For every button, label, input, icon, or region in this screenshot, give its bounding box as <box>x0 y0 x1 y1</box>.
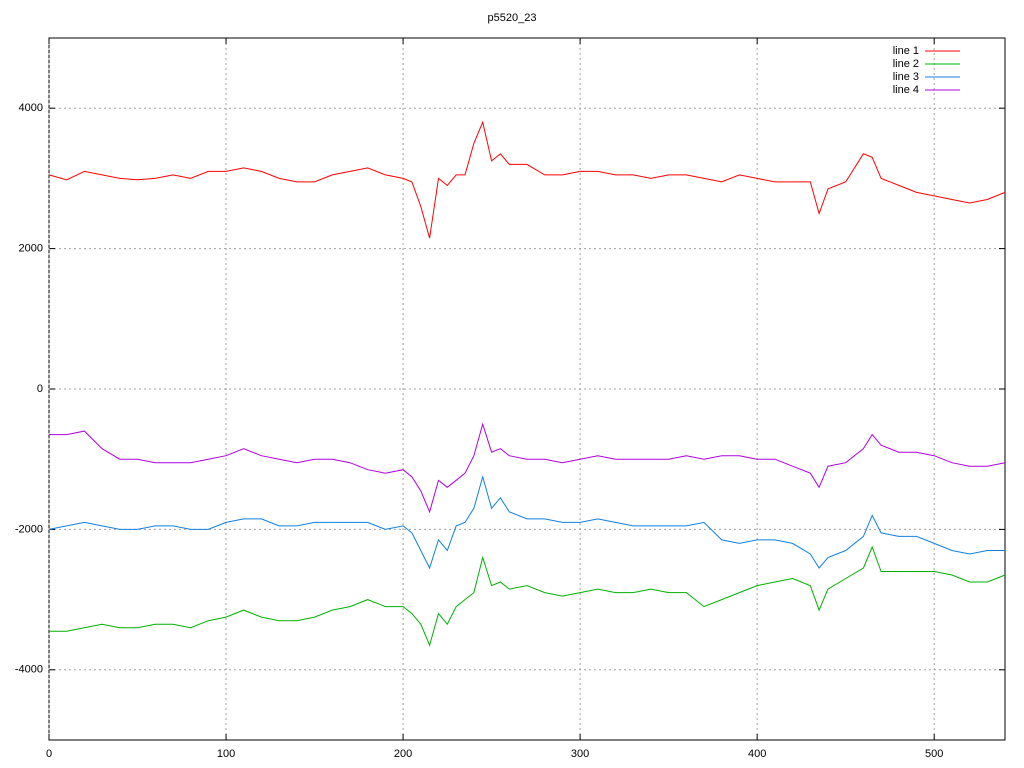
plot-frame <box>48 37 1006 741</box>
x-tick-label: 100 <box>217 748 235 760</box>
legend-label: line 4 <box>893 84 919 96</box>
chart-title: p5520_23 <box>488 12 537 24</box>
series-line <box>48 474 1005 570</box>
y-tick-label: -2000 <box>15 523 43 535</box>
x-tick-label: 300 <box>571 748 589 760</box>
legend-label: line 3 <box>893 71 919 83</box>
legend-label: line 1 <box>893 45 919 57</box>
series-line <box>49 545 1006 647</box>
x-tick-label: 200 <box>394 748 412 760</box>
x-tick-label: 0 <box>46 748 52 760</box>
y-tick-label: 2000 <box>19 243 43 255</box>
series-line <box>49 422 1006 514</box>
series-line <box>48 120 1006 239</box>
x-tick-label: 500 <box>925 748 943 760</box>
y-tick-label: 4000 <box>19 102 43 114</box>
y-tick-label: -4000 <box>15 664 43 676</box>
legend-label: line 2 <box>893 58 919 70</box>
y-tick-label: 0 <box>37 383 43 395</box>
x-tick-label: 400 <box>748 748 766 760</box>
